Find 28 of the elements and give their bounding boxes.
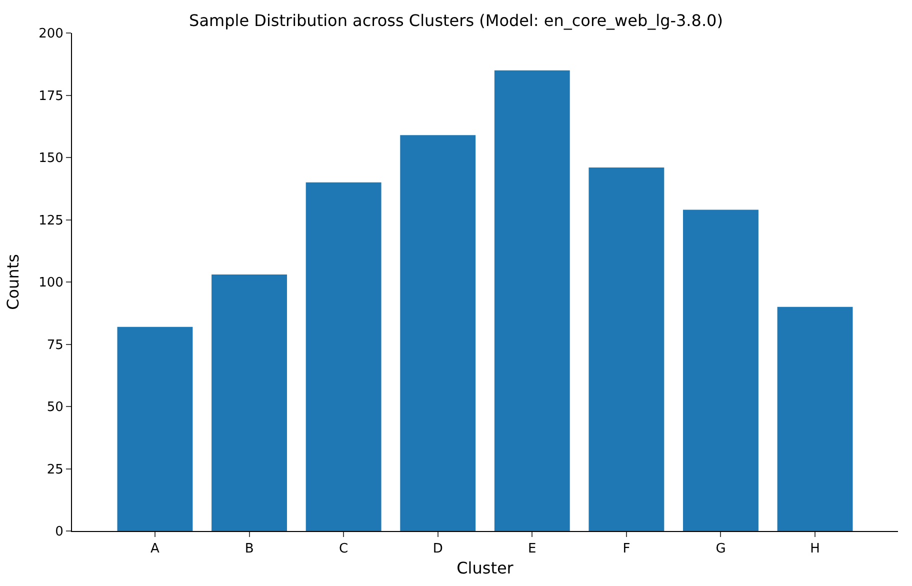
bar [588, 167, 664, 531]
y-tick-label: 100 [38, 276, 64, 291]
x-tick-label: H [810, 542, 820, 557]
x-tick-label: B [244, 542, 254, 557]
bar [683, 210, 758, 531]
x-tick-label: F [622, 542, 630, 557]
chart-title: Sample Distribution across Clusters (Model: en_core_web_lg-3.8.0) [189, 10, 723, 30]
bar [117, 326, 193, 531]
x-axis-title: Cluster [456, 558, 514, 578]
x-tick-label: G [716, 542, 726, 557]
x-tick-label: D [432, 542, 443, 557]
bar [306, 182, 382, 531]
x-tick-label: A [150, 542, 160, 557]
y-tick-label: 175 [38, 88, 64, 104]
x-tick-label: C [339, 542, 348, 557]
y-tick-label: 125 [38, 213, 64, 228]
x-tick-label: E [528, 542, 536, 557]
bar [777, 306, 853, 531]
y-tick-label: 25 [46, 462, 64, 478]
y-tick-label: 75 [46, 338, 64, 353]
y-tick-label: 0 [55, 524, 64, 540]
bar [212, 274, 287, 531]
y-axis-title: Counts [3, 254, 22, 310]
bar [494, 70, 570, 531]
y-tick-label: 50 [46, 400, 64, 416]
bar [400, 135, 476, 531]
y-tick-label: 150 [38, 151, 64, 166]
y-tick-label: 200 [38, 26, 64, 42]
